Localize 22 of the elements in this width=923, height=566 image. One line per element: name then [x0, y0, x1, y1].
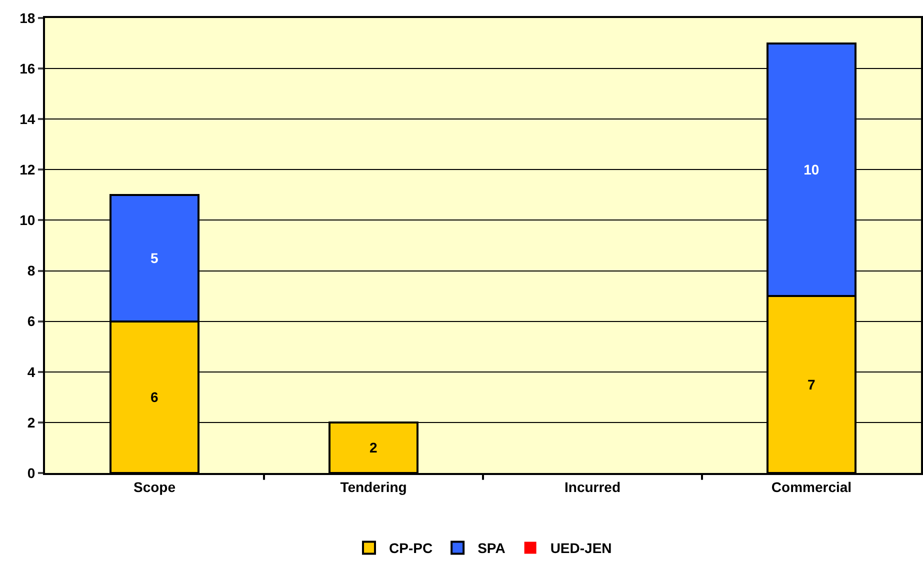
y-tick-label: 18: [20, 10, 36, 26]
y-tick-label: 6: [27, 313, 36, 330]
y-tick-label: 4: [27, 364, 36, 380]
data-label: 2: [370, 440, 378, 456]
y-tick-label: 2: [27, 414, 36, 430]
legend-label: SPA: [478, 540, 506, 556]
data-label: 5: [150, 250, 158, 266]
y-tick-label: 0: [27, 464, 36, 481]
x-tick-label: Scope: [133, 478, 176, 495]
data-label: 10: [804, 162, 820, 178]
legend-label: CP-PC: [389, 540, 433, 556]
y-tick-label: 8: [27, 262, 36, 279]
x-tick-label: Commercial: [771, 478, 852, 495]
y-tick-label: 14: [20, 111, 36, 128]
x-tick-label: Tendering: [340, 478, 407, 495]
x-tick-label: Incurred: [564, 478, 621, 495]
y-tick-label: 16: [20, 60, 36, 76]
y-tick-label: 10: [20, 212, 36, 228]
data-label: 6: [150, 389, 158, 406]
legend-label: UED-JEN: [550, 540, 612, 556]
y-tick-label: 12: [20, 162, 36, 178]
data-label: 7: [808, 376, 816, 393]
